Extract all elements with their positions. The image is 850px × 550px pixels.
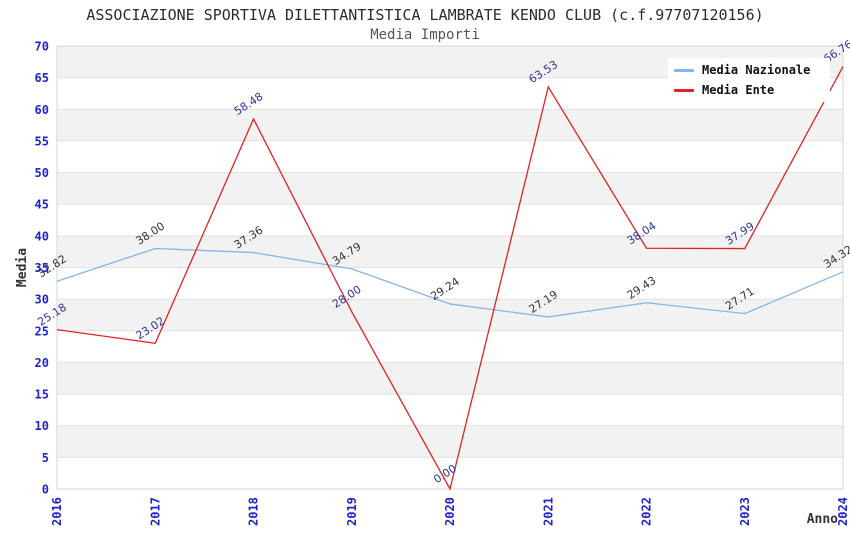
y-tick-label: 20	[35, 356, 49, 370]
y-tick-label: 30	[35, 293, 49, 307]
plot-band	[57, 330, 843, 363]
y-tick-label: 45	[35, 198, 49, 212]
x-axis-title: Anno	[807, 512, 838, 527]
plot-band	[57, 267, 843, 300]
legend-item-media-nazionale: Media Nazionale	[674, 63, 824, 77]
x-tick-label: 2016	[50, 497, 64, 526]
x-tick-label: 2020	[443, 497, 457, 526]
chart-subtitle: Media Importi	[370, 27, 480, 43]
x-tick-label: 2022	[640, 497, 654, 526]
series-line-media-ente	[56, 66, 844, 491]
legend-label-media-nazionale: Media Nazionale	[702, 63, 811, 77]
y-axis-title: Media	[15, 248, 30, 287]
y-tick-label: 70	[35, 40, 49, 54]
legend: Media Nazionale Media Ente	[668, 58, 830, 102]
plot-band	[57, 204, 843, 236]
plot-band	[57, 457, 843, 489]
y-tick-label: 65	[35, 71, 49, 85]
x-tick-label: 2017	[148, 497, 162, 526]
y-tick-label: 60	[35, 103, 49, 117]
chart-title: ASSOCIAZIONE SPORTIVA DILETTANTISTICA LA…	[86, 6, 764, 24]
y-tick-label: 25	[35, 324, 49, 338]
legend-label-media-ente: Media Ente	[702, 83, 775, 97]
plot-band	[57, 140, 843, 173]
x-tick-label: 2018	[247, 497, 261, 526]
y-tick-label: 35	[35, 261, 49, 275]
legend-swatch-nazionale-icon	[674, 68, 694, 72]
x-tick-label: 2021	[541, 497, 555, 526]
plot-band	[57, 172, 843, 205]
y-tick-label: 0	[42, 483, 49, 497]
legend-swatch-ente-icon	[674, 88, 694, 92]
series-line-media-nazionale	[56, 247, 844, 318]
legend-item-media-ente: Media Ente	[674, 83, 824, 97]
y-tick-label: 10	[35, 419, 49, 433]
plot-band	[57, 394, 843, 426]
plot-band	[57, 235, 843, 268]
plot-band	[57, 425, 843, 458]
y-tick-label: 5	[42, 451, 49, 465]
x-tick-label: 2019	[345, 497, 359, 526]
plot-band	[57, 109, 843, 141]
y-tick-label: 15	[35, 388, 49, 402]
y-tick-label: 50	[35, 166, 49, 180]
y-tick-label: 55	[35, 134, 49, 148]
x-tick-label: 2023	[738, 497, 752, 526]
x-tick-label: 2024	[836, 497, 850, 526]
y-tick-label: 40	[35, 229, 49, 243]
plot-band	[57, 362, 843, 395]
